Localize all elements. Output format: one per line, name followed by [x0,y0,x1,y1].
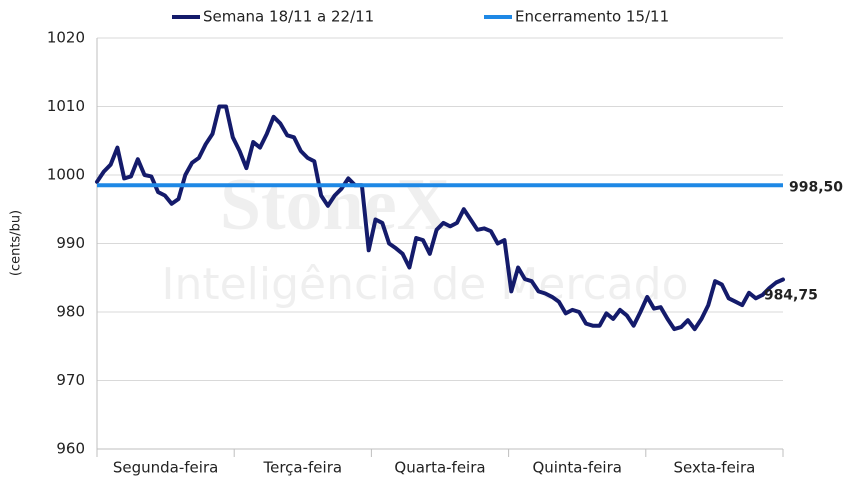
watermark: Inteligência de Mercado [161,259,688,310]
y-axis-label: (cents/bu) [9,210,24,276]
data-label: 984,75 [764,287,818,303]
x-tick-label: Quarta-feira [394,459,485,477]
legend-label: Encerramento 15/11 [515,8,669,26]
y-tick-label: 1020 [47,29,85,47]
data-label: 998,50 [789,179,843,195]
line-series [95,104,785,332]
legend-label: Semana 18/11 a 22/11 [203,8,374,26]
y-tick-label: 1000 [47,166,85,184]
y-tick-label: 960 [56,440,85,458]
x-tick-label: Quinta-feira [532,459,622,477]
x-tick-label: Terça-feira [263,459,343,477]
x-tick-label: Segunda-feira [113,459,218,477]
watermark: StoneX [220,164,450,246]
y-tick-label: 1010 [47,97,85,115]
y-tick-label: 970 [56,371,85,389]
y-tick-label: 990 [56,234,85,252]
y-tick-label: 980 [56,303,85,321]
x-tick-label: Sexta-feira [673,459,755,477]
